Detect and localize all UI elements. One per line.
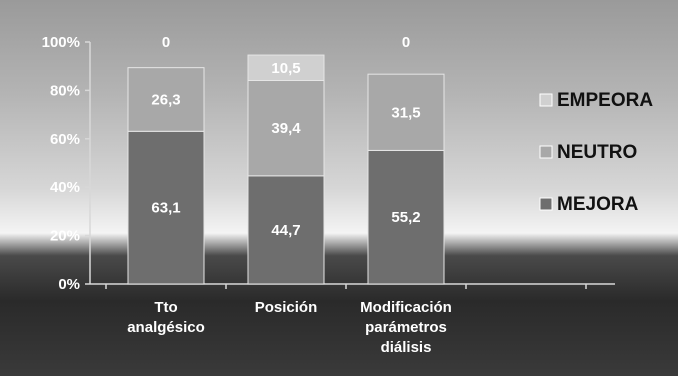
- x-category-label-2: Posición: [255, 299, 318, 316]
- y-tick-label: 0%: [58, 276, 80, 293]
- bar-neutro-3: [367, 73, 445, 151]
- bar-mejora-2: [247, 175, 325, 285]
- axes: 0% 20% 40% 60% 80% 100% Tto analgésico Posición M…: [42, 34, 615, 356]
- data-label-neutro-3: 31,5: [391, 104, 420, 121]
- bar-neutro-2: [247, 79, 325, 177]
- data-label-empeora-2: 10,5: [271, 60, 300, 77]
- data-label-mejora-3: 55,2: [391, 209, 420, 226]
- legend-swatch-mejora: [539, 197, 553, 211]
- x-category-label-1: Tto analgésico: [127, 299, 205, 336]
- data-label-empeora-3: 0: [402, 34, 410, 51]
- legend-label-neutro: NEUTRO: [557, 142, 637, 163]
- data-label-neutro-1: 26,3: [151, 91, 180, 108]
- y-tick-label: 80%: [50, 82, 80, 99]
- data-label-empeora-1: 0: [162, 34, 170, 51]
- data-label-mejora-2: 44,7: [271, 222, 300, 239]
- data-label-mejora-1: 63,1: [151, 200, 180, 217]
- x-category-label-3: Modificación parámetros diálisis: [360, 299, 452, 356]
- legend: EMPEORA NEUTRO MEJORA: [539, 90, 653, 215]
- y-tick-label: 20%: [50, 228, 80, 245]
- y-tick-label: 100%: [42, 34, 80, 51]
- y-tick-label: 60%: [50, 131, 80, 148]
- bar-empeora-2: [247, 54, 325, 81]
- data-labels: 63,1 26,3 0 44,7 39,4 10,5 55,2 31,5 0: [151, 34, 420, 239]
- bar-mejora-1: [127, 130, 205, 285]
- bars: [127, 54, 445, 285]
- legend-swatch-neutro: [539, 145, 553, 159]
- bar-neutro-1: [127, 67, 205, 132]
- legend-label-empeora: EMPEORA: [557, 90, 653, 111]
- data-label-neutro-2: 39,4: [271, 120, 301, 137]
- y-tick-label: 40%: [50, 179, 80, 196]
- legend-swatch-empeora: [539, 93, 553, 107]
- legend-label-mejora: MEJORA: [557, 194, 639, 215]
- bar-mejora-3: [367, 149, 445, 285]
